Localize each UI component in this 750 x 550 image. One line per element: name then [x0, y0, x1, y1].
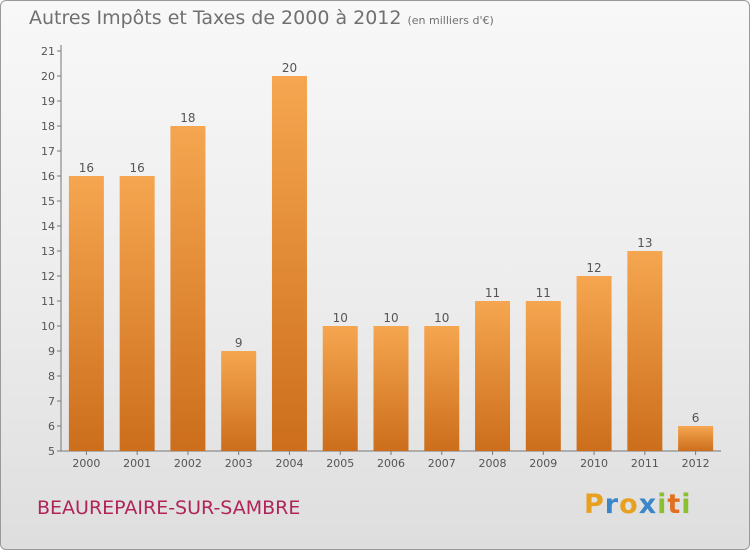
logo-letter: P	[584, 489, 605, 520]
bar-value-label: 18	[180, 111, 195, 125]
y-tick-label: 15	[41, 195, 55, 208]
bar-value-label: 10	[333, 311, 348, 325]
bar-value-label: 10	[434, 311, 449, 325]
bar	[221, 351, 257, 451]
y-tick-label: 21	[41, 45, 55, 58]
proxiti-logo: Proxiti	[584, 489, 692, 520]
x-tick-label: 2009	[529, 457, 557, 470]
x-tick-label: 2003	[225, 457, 253, 470]
logo-letter: r	[604, 489, 620, 520]
x-tick-label: 2007	[428, 457, 456, 470]
y-tick-label: 9	[48, 345, 55, 358]
y-tick-label: 7	[48, 395, 55, 408]
bar-value-label: 11	[536, 286, 551, 300]
x-tick-label: 2006	[377, 457, 405, 470]
bar-value-label: 9	[235, 336, 243, 350]
y-tick-label: 14	[41, 220, 55, 233]
bar	[475, 301, 511, 451]
logo-letter: i	[681, 489, 692, 520]
y-tick-label: 8	[48, 370, 55, 383]
chart-title-text: Autres Impôts et Taxes de 2000 à 2012	[29, 7, 402, 29]
bar-value-label: 6	[692, 411, 700, 425]
logo-letter: x	[638, 489, 658, 520]
bar	[170, 126, 206, 451]
y-tick-label: 17	[41, 145, 55, 158]
x-tick-label: 2005	[326, 457, 354, 470]
bar-value-label: 16	[130, 161, 145, 175]
x-tick-label: 2011	[631, 457, 659, 470]
y-tick-label: 16	[41, 170, 55, 183]
bar	[271, 76, 307, 451]
bar-value-label: 20	[282, 61, 297, 75]
y-tick-label: 13	[41, 245, 55, 258]
bar	[627, 251, 663, 451]
x-tick-label: 2001	[123, 457, 151, 470]
chart-subtitle: (en milliers d'€)	[407, 14, 494, 27]
bar	[322, 326, 358, 451]
y-tick-label: 11	[41, 295, 55, 308]
bar	[373, 326, 409, 451]
bar	[424, 326, 460, 451]
x-tick-label: 2004	[275, 457, 303, 470]
y-tick-label: 19	[41, 95, 55, 108]
x-tick-label: 2012	[682, 457, 710, 470]
bar-value-label: 12	[586, 261, 601, 275]
y-tick-label: 5	[48, 445, 55, 458]
x-tick-label: 2010	[580, 457, 608, 470]
x-tick-label: 2008	[479, 457, 507, 470]
bar	[678, 426, 714, 451]
bar	[525, 301, 561, 451]
bar	[576, 276, 612, 451]
logo-letter: t	[667, 489, 682, 520]
logo-letter: o	[619, 489, 639, 520]
chart-title: Autres Impôts et Taxes de 2000 à 2012 (en…	[29, 7, 494, 29]
bar-value-label: 13	[637, 236, 652, 250]
bar-value-label: 11	[485, 286, 500, 300]
y-tick-label: 18	[41, 120, 55, 133]
y-tick-label: 12	[41, 270, 55, 283]
y-tick-label: 6	[48, 420, 55, 433]
y-tick-label: 20	[41, 70, 55, 83]
bar-value-label: 16	[79, 161, 94, 175]
x-tick-label: 2000	[72, 457, 100, 470]
bar-value-label: 10	[383, 311, 398, 325]
x-tick-label: 2002	[174, 457, 202, 470]
bar	[119, 176, 155, 451]
location-name: BEAUREPAIRE-SUR-SAMBRE	[37, 497, 301, 519]
y-tick-label: 10	[41, 320, 55, 333]
logo-letter: i	[657, 489, 668, 520]
bar	[68, 176, 104, 451]
